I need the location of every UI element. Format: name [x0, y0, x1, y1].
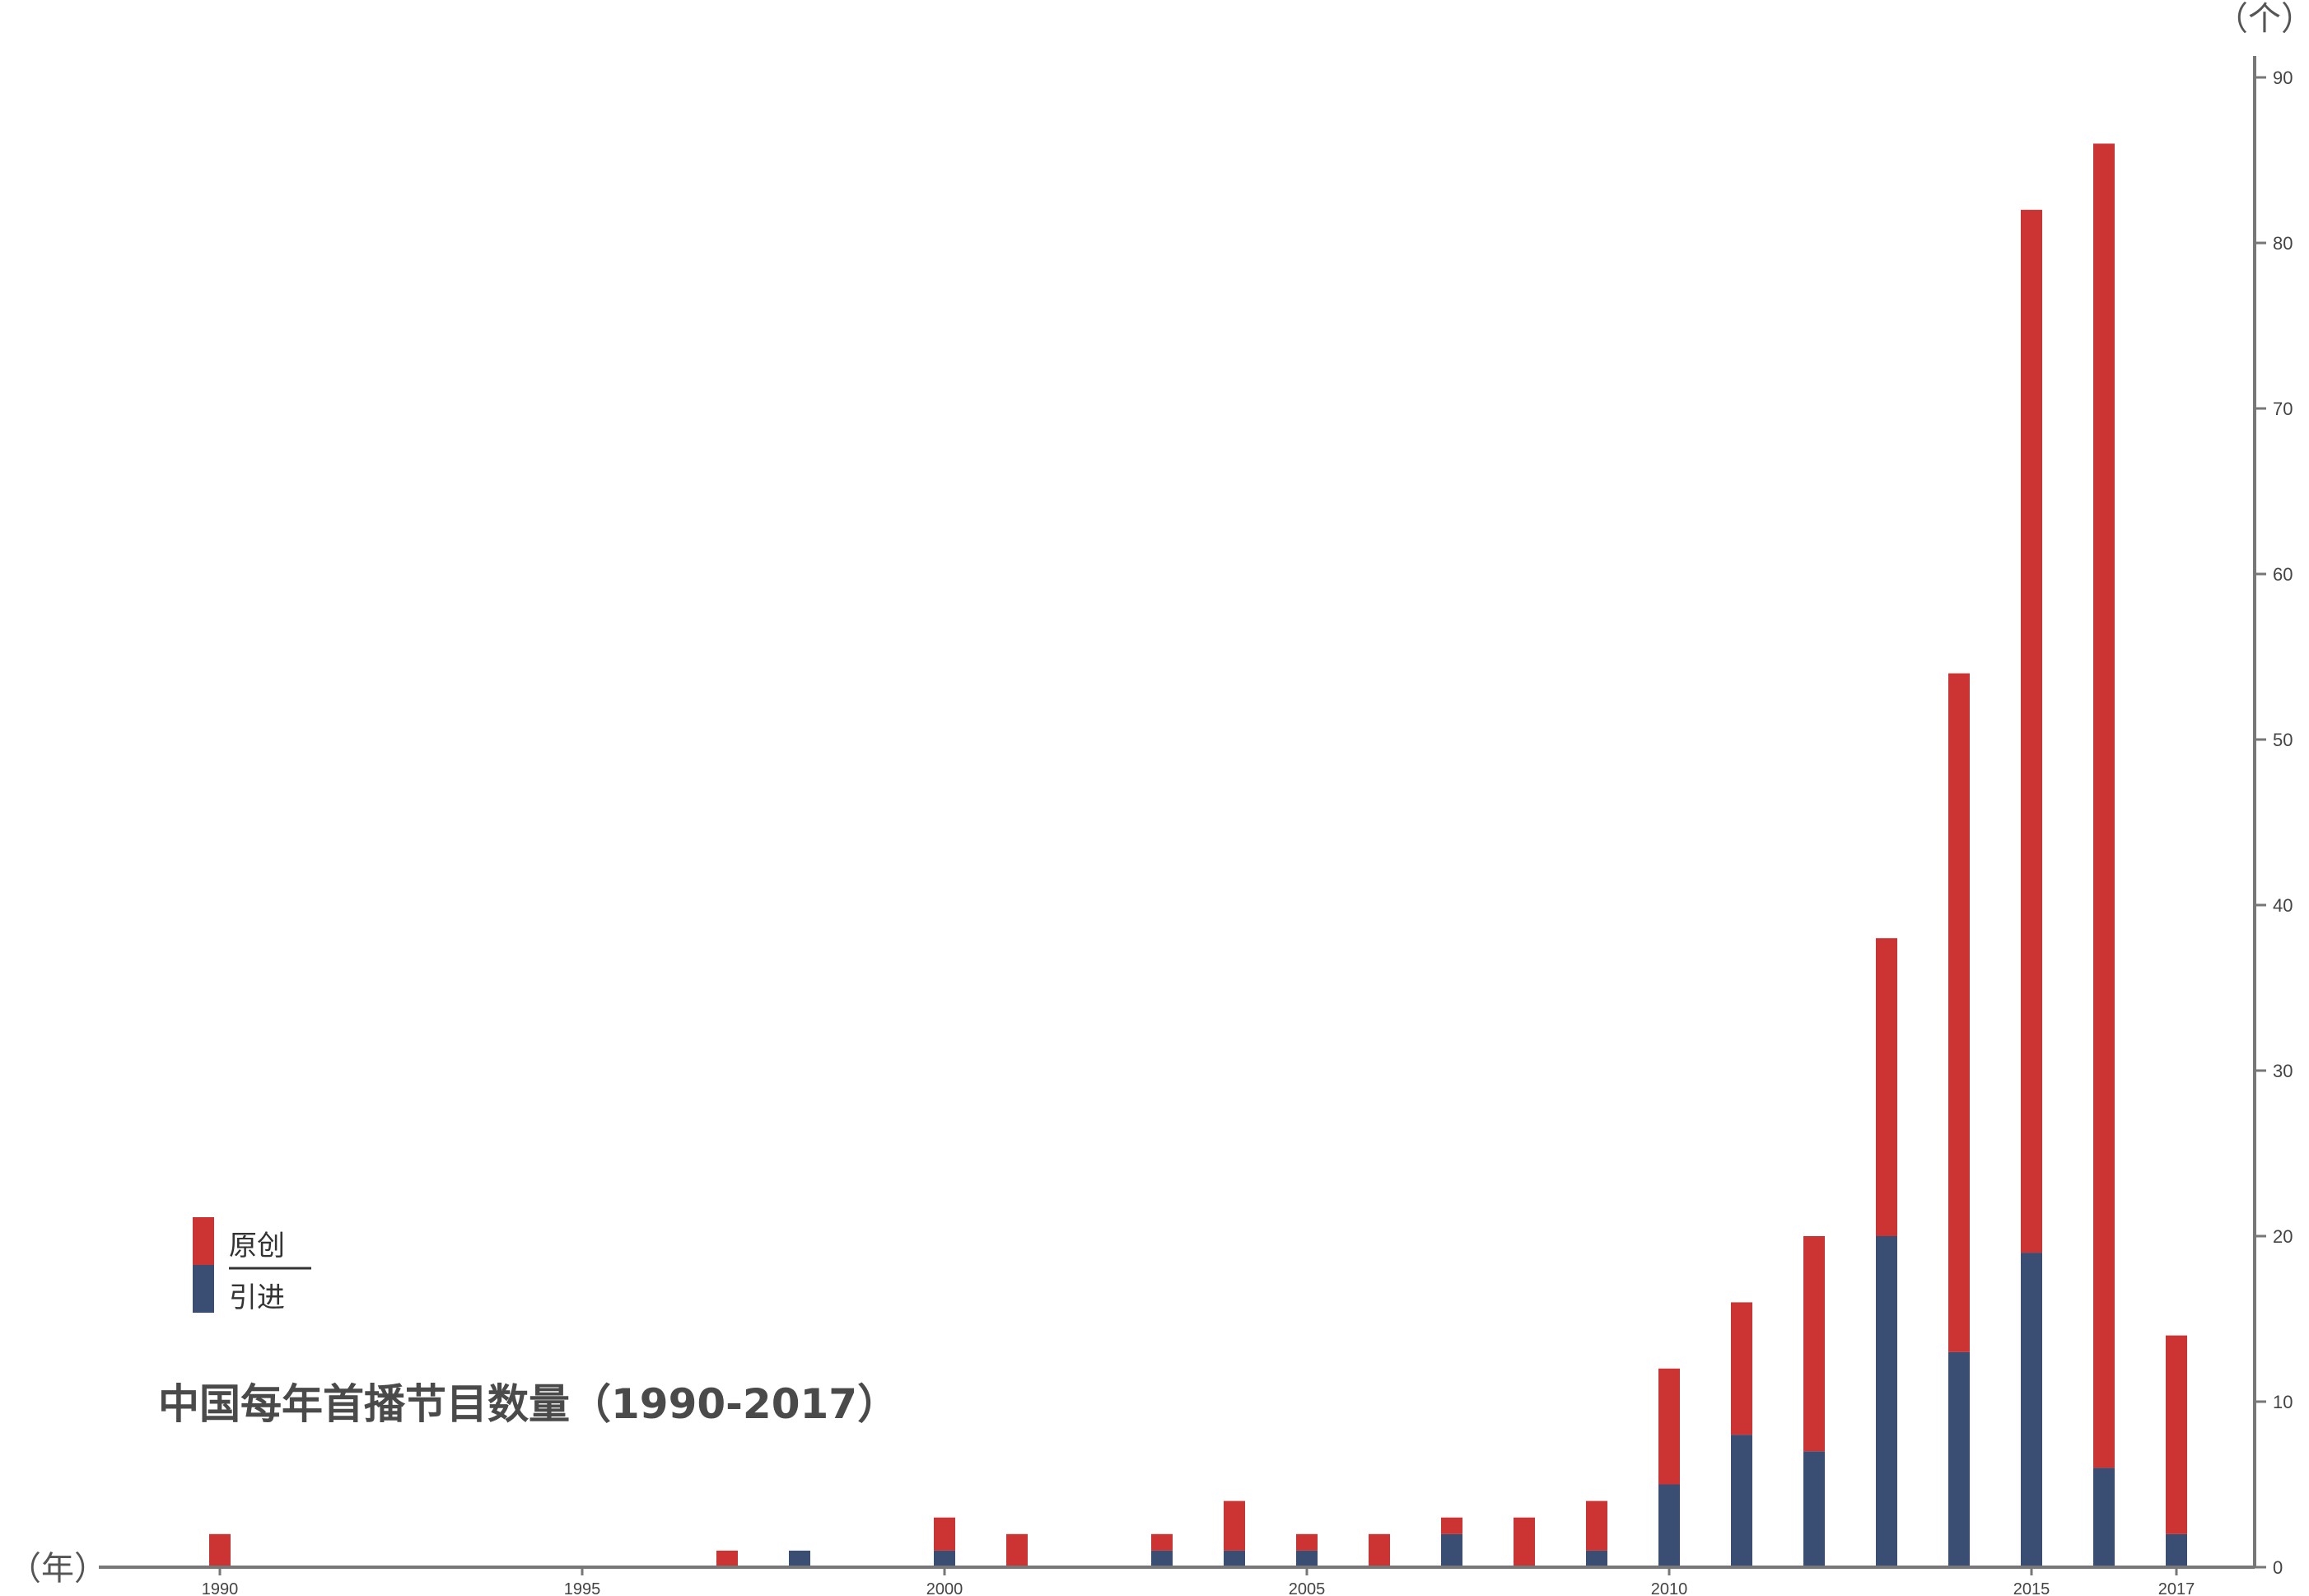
bar-imported-2017: [2166, 1533, 2187, 1567]
x-tick-label-1990: 1990: [202, 1580, 239, 1596]
bar-imported-2013: [1876, 1236, 1897, 1567]
bar-imported-2005: [1296, 1550, 1318, 1567]
y-tick-label-40: 40: [2273, 895, 2293, 916]
legend-swatch-imported: [193, 1265, 214, 1313]
x-tick-label-1995: 1995: [564, 1580, 601, 1596]
legend-label-imported: 引进: [229, 1281, 285, 1314]
x-axis-unit-label: （年）: [8, 1550, 107, 1588]
bar-imported-2015: [2021, 1253, 2042, 1567]
bar-original-1997: [716, 1550, 738, 1567]
y-tick-label-10: 10: [2273, 1392, 2293, 1412]
bar-original-2017: [2166, 1335, 2187, 1534]
y-tick-label-90: 90: [2273, 68, 2293, 88]
bar-original-2000: [934, 1517, 955, 1551]
bar-original-2013: [1876, 938, 1897, 1236]
bar-original-2010: [1658, 1368, 1680, 1485]
bar-original-2003: [1151, 1533, 1173, 1551]
bar-original-2012: [1803, 1236, 1825, 1452]
bar-imported-2009: [1586, 1550, 1607, 1567]
bar-imported-2011: [1731, 1435, 1752, 1567]
bar-original-2015: [2021, 209, 2042, 1253]
bar-original-2014: [1948, 673, 1970, 1352]
y-tick-label-50: 50: [2273, 730, 2293, 750]
bar-imported-2007: [1441, 1533, 1462, 1567]
bar-original-2006: [1369, 1533, 1390, 1567]
bar-imported-2012: [1803, 1451, 1825, 1567]
bar-original-2007: [1441, 1517, 1462, 1534]
bar-original-2005: [1296, 1533, 1318, 1551]
y-axis-unit-label: （个）: [2215, 0, 2309, 38]
y-tick-label-0: 0: [2273, 1557, 2283, 1578]
y-tick-label-80: 80: [2273, 233, 2293, 254]
bar-original-1990: [209, 1533, 231, 1567]
bar-imported-2000: [934, 1550, 955, 1567]
y-tick-label-60: 60: [2273, 564, 2293, 585]
x-tick-label-2017: 2017: [2158, 1580, 2195, 1596]
bar-original-2009: [1586, 1500, 1607, 1551]
y-tick-label-70: 70: [2273, 399, 2293, 419]
x-tick-label-2015: 2015: [2013, 1580, 2050, 1596]
bar-imported-2014: [1948, 1351, 1970, 1567]
bar-imported-2004: [1224, 1550, 1245, 1567]
x-tick-label-2010: 2010: [1651, 1580, 1688, 1596]
y-ticks-group: 0 10 20 30 40 50 60 70 80 90: [2255, 68, 2293, 1578]
bar-imported-2016: [2093, 1468, 2115, 1567]
bar-imported-2010: [1658, 1484, 1680, 1567]
bar-original-2011: [1731, 1302, 1752, 1435]
chart-title: 中国每年首播节目数量（1990-2017）: [158, 1380, 898, 1428]
bar-original-2001: [1006, 1533, 1028, 1567]
bars-group: [209, 143, 2187, 1567]
x-ticks-group: 1990 1995 2000 2005 2010 2015 2017: [202, 1567, 2195, 1596]
x-tick-label-2005: 2005: [1289, 1580, 1326, 1596]
bar-original-2008: [1514, 1517, 1535, 1567]
legend-label-original: 原创: [229, 1230, 285, 1262]
legend-swatch-original: [193, 1217, 214, 1265]
x-tick-label-2000: 2000: [926, 1580, 963, 1596]
bar-imported-2003: [1151, 1550, 1173, 1567]
bar-original-2016: [2093, 143, 2115, 1468]
bar-imported-1998: [789, 1550, 810, 1567]
bar-original-2004: [1224, 1500, 1245, 1551]
legend: 原创 引进: [193, 1217, 311, 1314]
y-tick-label-20: 20: [2273, 1226, 2293, 1247]
y-tick-label-30: 30: [2273, 1061, 2293, 1081]
